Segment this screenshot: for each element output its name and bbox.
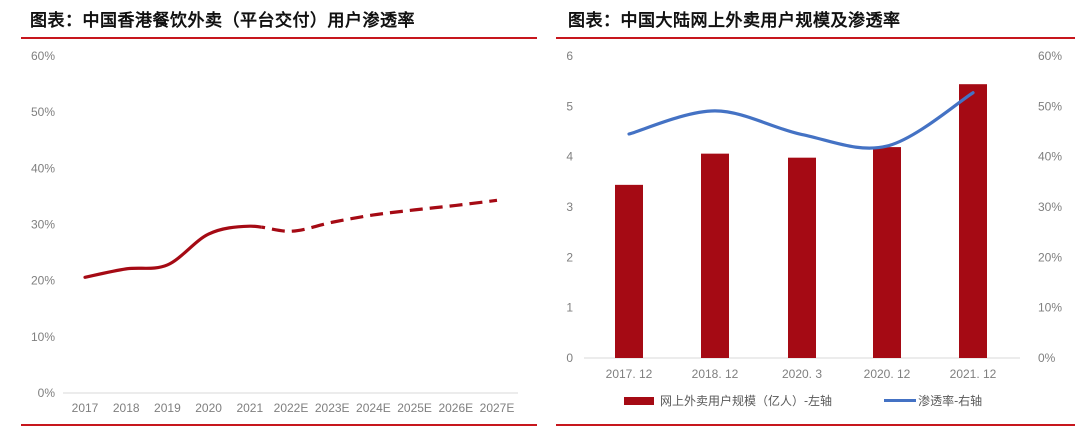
y-tick-label: 20% xyxy=(31,274,55,288)
y-right-tick-label: 60% xyxy=(1038,49,1062,63)
legend-item-users: 网上外卖用户规模（亿人）-左轴 xyxy=(624,392,832,409)
penetration-line-estimate xyxy=(261,198,498,233)
chart-legend: 网上外卖用户规模（亿人）-左轴 渗透率-右轴 xyxy=(624,392,982,409)
bottom-rule xyxy=(21,424,537,426)
x-tick-label: 2021 xyxy=(236,401,263,415)
x-tick-label: 2019 xyxy=(154,401,181,415)
y-left-tick-label: 5 xyxy=(566,99,573,113)
users-bar xyxy=(615,184,643,358)
penetration-line-actual xyxy=(83,224,262,279)
legend-label: 网上外卖用户规模（亿人）-左轴 xyxy=(660,394,833,408)
x-tick-label: 2027E xyxy=(480,401,515,415)
x-tick-label: 2017. 12 xyxy=(606,367,653,381)
x-tick-label: 2017 xyxy=(72,401,99,415)
users-bar xyxy=(788,157,816,358)
y-right-tick-label: 50% xyxy=(1038,99,1062,113)
mainland-users-chart-panel: 图表：中国大陆网上外卖用户规模及渗透率 0 1 2 3 4 5 6 0% 10% 20% 30% 40… xyxy=(540,0,1080,427)
y-left-tick-label: 1 xyxy=(566,301,573,315)
x-tick-label: 2020. 12 xyxy=(864,367,911,381)
hk-penetration-line-chart: 0% 10% 20% 30% 40% 50% 60% 2017 2018 2019 2020 2021… xyxy=(31,49,518,415)
y-right-tick-label: 10% xyxy=(1038,301,1062,315)
bottom-rule xyxy=(556,424,1075,426)
y-tick-label: 50% xyxy=(31,105,55,119)
users-bar xyxy=(701,153,729,358)
x-tick-label: 2023E xyxy=(315,401,350,415)
y-left-tick-label: 0 xyxy=(566,351,573,365)
y-right-tick-label: 30% xyxy=(1038,200,1062,214)
title-underline xyxy=(556,37,1075,39)
chart-title: 图表：中国香港餐饮外卖（平台交付）用户渗透率 xyxy=(30,11,415,31)
y-right-tick-label: 40% xyxy=(1038,150,1062,164)
x-tick-label: 2018. 12 xyxy=(692,367,739,381)
y-right-tick-label: 20% xyxy=(1038,250,1062,264)
users-bar xyxy=(959,84,987,358)
y-left-tick-label: 3 xyxy=(566,200,573,214)
legend-item-penetration: 渗透率-右轴 xyxy=(832,392,982,409)
chart-title: 图表：中国大陆网上外卖用户规模及渗透率 xyxy=(568,11,901,31)
y-tick-label: 60% xyxy=(31,49,55,63)
hk-penetration-chart-panel: 图表：中国香港餐饮外卖（平台交付）用户渗透率 0% 10% 20% 30% 40% 50%… xyxy=(21,11,537,426)
y-left-tick-label: 2 xyxy=(566,250,573,264)
x-tick-label: 2018 xyxy=(113,401,140,415)
y-left-tick-label: 6 xyxy=(566,49,573,63)
y-tick-label: 10% xyxy=(31,330,55,344)
x-tick-label: 2020 xyxy=(195,401,222,415)
y-tick-label: 40% xyxy=(31,161,55,175)
users-bar xyxy=(873,147,901,358)
y-tick-label: 0% xyxy=(38,386,56,400)
x-tick-label: 2022E xyxy=(274,401,309,415)
x-tick-label: 2020. 3 xyxy=(782,367,822,381)
title-underline xyxy=(21,37,537,39)
x-tick-label: 2024E xyxy=(356,401,391,415)
legend-label: 渗透率-右轴 xyxy=(918,394,983,408)
penetration-line xyxy=(627,91,975,150)
bar-swatch-icon xyxy=(624,396,654,405)
x-tick-label: 2026E xyxy=(438,401,473,415)
y-tick-label: 30% xyxy=(31,218,55,232)
y-right-tick-label: 0% xyxy=(1038,351,1056,365)
y-left-tick-label: 4 xyxy=(566,150,573,164)
line-swatch-icon xyxy=(884,399,917,402)
x-tick-label: 2021. 12 xyxy=(950,367,997,381)
x-tick-label: 2025E xyxy=(397,401,432,415)
